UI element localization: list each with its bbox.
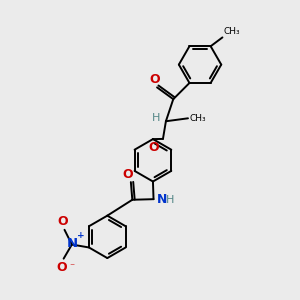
Text: H: H xyxy=(152,113,160,123)
Text: N: N xyxy=(157,193,167,206)
Text: H: H xyxy=(166,195,174,205)
Text: CH₃: CH₃ xyxy=(189,114,206,123)
Text: ⁻: ⁻ xyxy=(69,262,74,272)
Text: O: O xyxy=(149,73,160,86)
Text: CH₃: CH₃ xyxy=(224,27,241,36)
Text: O: O xyxy=(149,141,159,154)
Text: O: O xyxy=(58,215,68,228)
Text: +: + xyxy=(77,231,85,240)
Text: N: N xyxy=(66,237,77,250)
Text: O: O xyxy=(123,168,133,181)
Text: O: O xyxy=(57,261,68,274)
